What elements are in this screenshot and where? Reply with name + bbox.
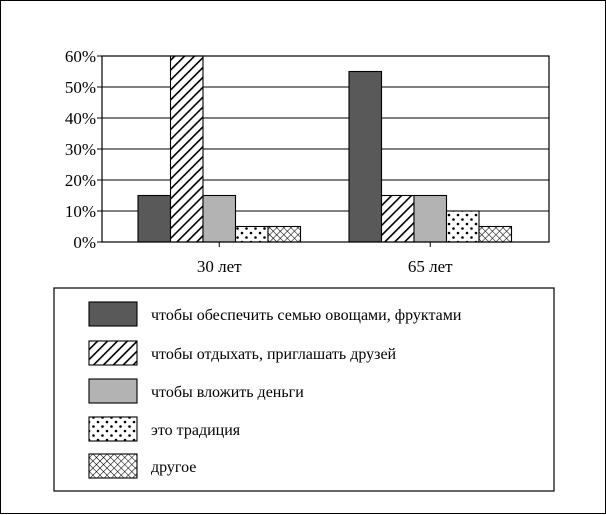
bar-2-3 bbox=[413, 194, 448, 243]
y-tick-label: 10% bbox=[65, 202, 96, 221]
legend-swatch bbox=[88, 340, 138, 366]
legend: чтобы обеспечить семью овощами, фруктами… bbox=[88, 301, 462, 479]
legend-label: чтобы отдыхать, приглашать друзей bbox=[151, 346, 397, 363]
legend-label: чтобы вложить деньги bbox=[151, 384, 304, 401]
bar-1-2 bbox=[169, 55, 204, 243]
bar-2-2 bbox=[380, 194, 415, 243]
legend-swatch bbox=[88, 301, 138, 327]
legend-swatch bbox=[88, 416, 138, 442]
legend-label: другое bbox=[151, 459, 196, 476]
y-tick-label: 60% bbox=[65, 47, 96, 66]
bar-2-4 bbox=[445, 210, 480, 243]
bar-1-5 bbox=[267, 225, 302, 243]
bar-1-4 bbox=[234, 225, 269, 243]
bar-1-3 bbox=[202, 194, 237, 243]
bar-2-5 bbox=[478, 225, 513, 243]
legend-label: это традиция bbox=[151, 422, 241, 439]
x-category-label: 65 лет bbox=[408, 257, 453, 276]
y-tick-label: 30% bbox=[65, 140, 96, 159]
x-category-label: 30 лет bbox=[197, 257, 242, 276]
y-tick-label: 0% bbox=[73, 233, 96, 252]
y-tick-label: 40% bbox=[65, 109, 96, 128]
bar-2-1 bbox=[348, 70, 383, 243]
y-tick-label: 50% bbox=[65, 78, 96, 97]
bar-1-1 bbox=[137, 194, 172, 243]
x-axis: 30 лет 65 лет bbox=[197, 242, 453, 276]
legend-label: чтобы обеспечить семью овощами, фруктами bbox=[151, 307, 462, 324]
bars bbox=[137, 55, 513, 243]
y-tick-label: 20% bbox=[65, 171, 96, 190]
legend-swatch bbox=[88, 453, 138, 479]
legend-swatch bbox=[88, 378, 138, 404]
plot-area-border bbox=[101, 55, 550, 243]
